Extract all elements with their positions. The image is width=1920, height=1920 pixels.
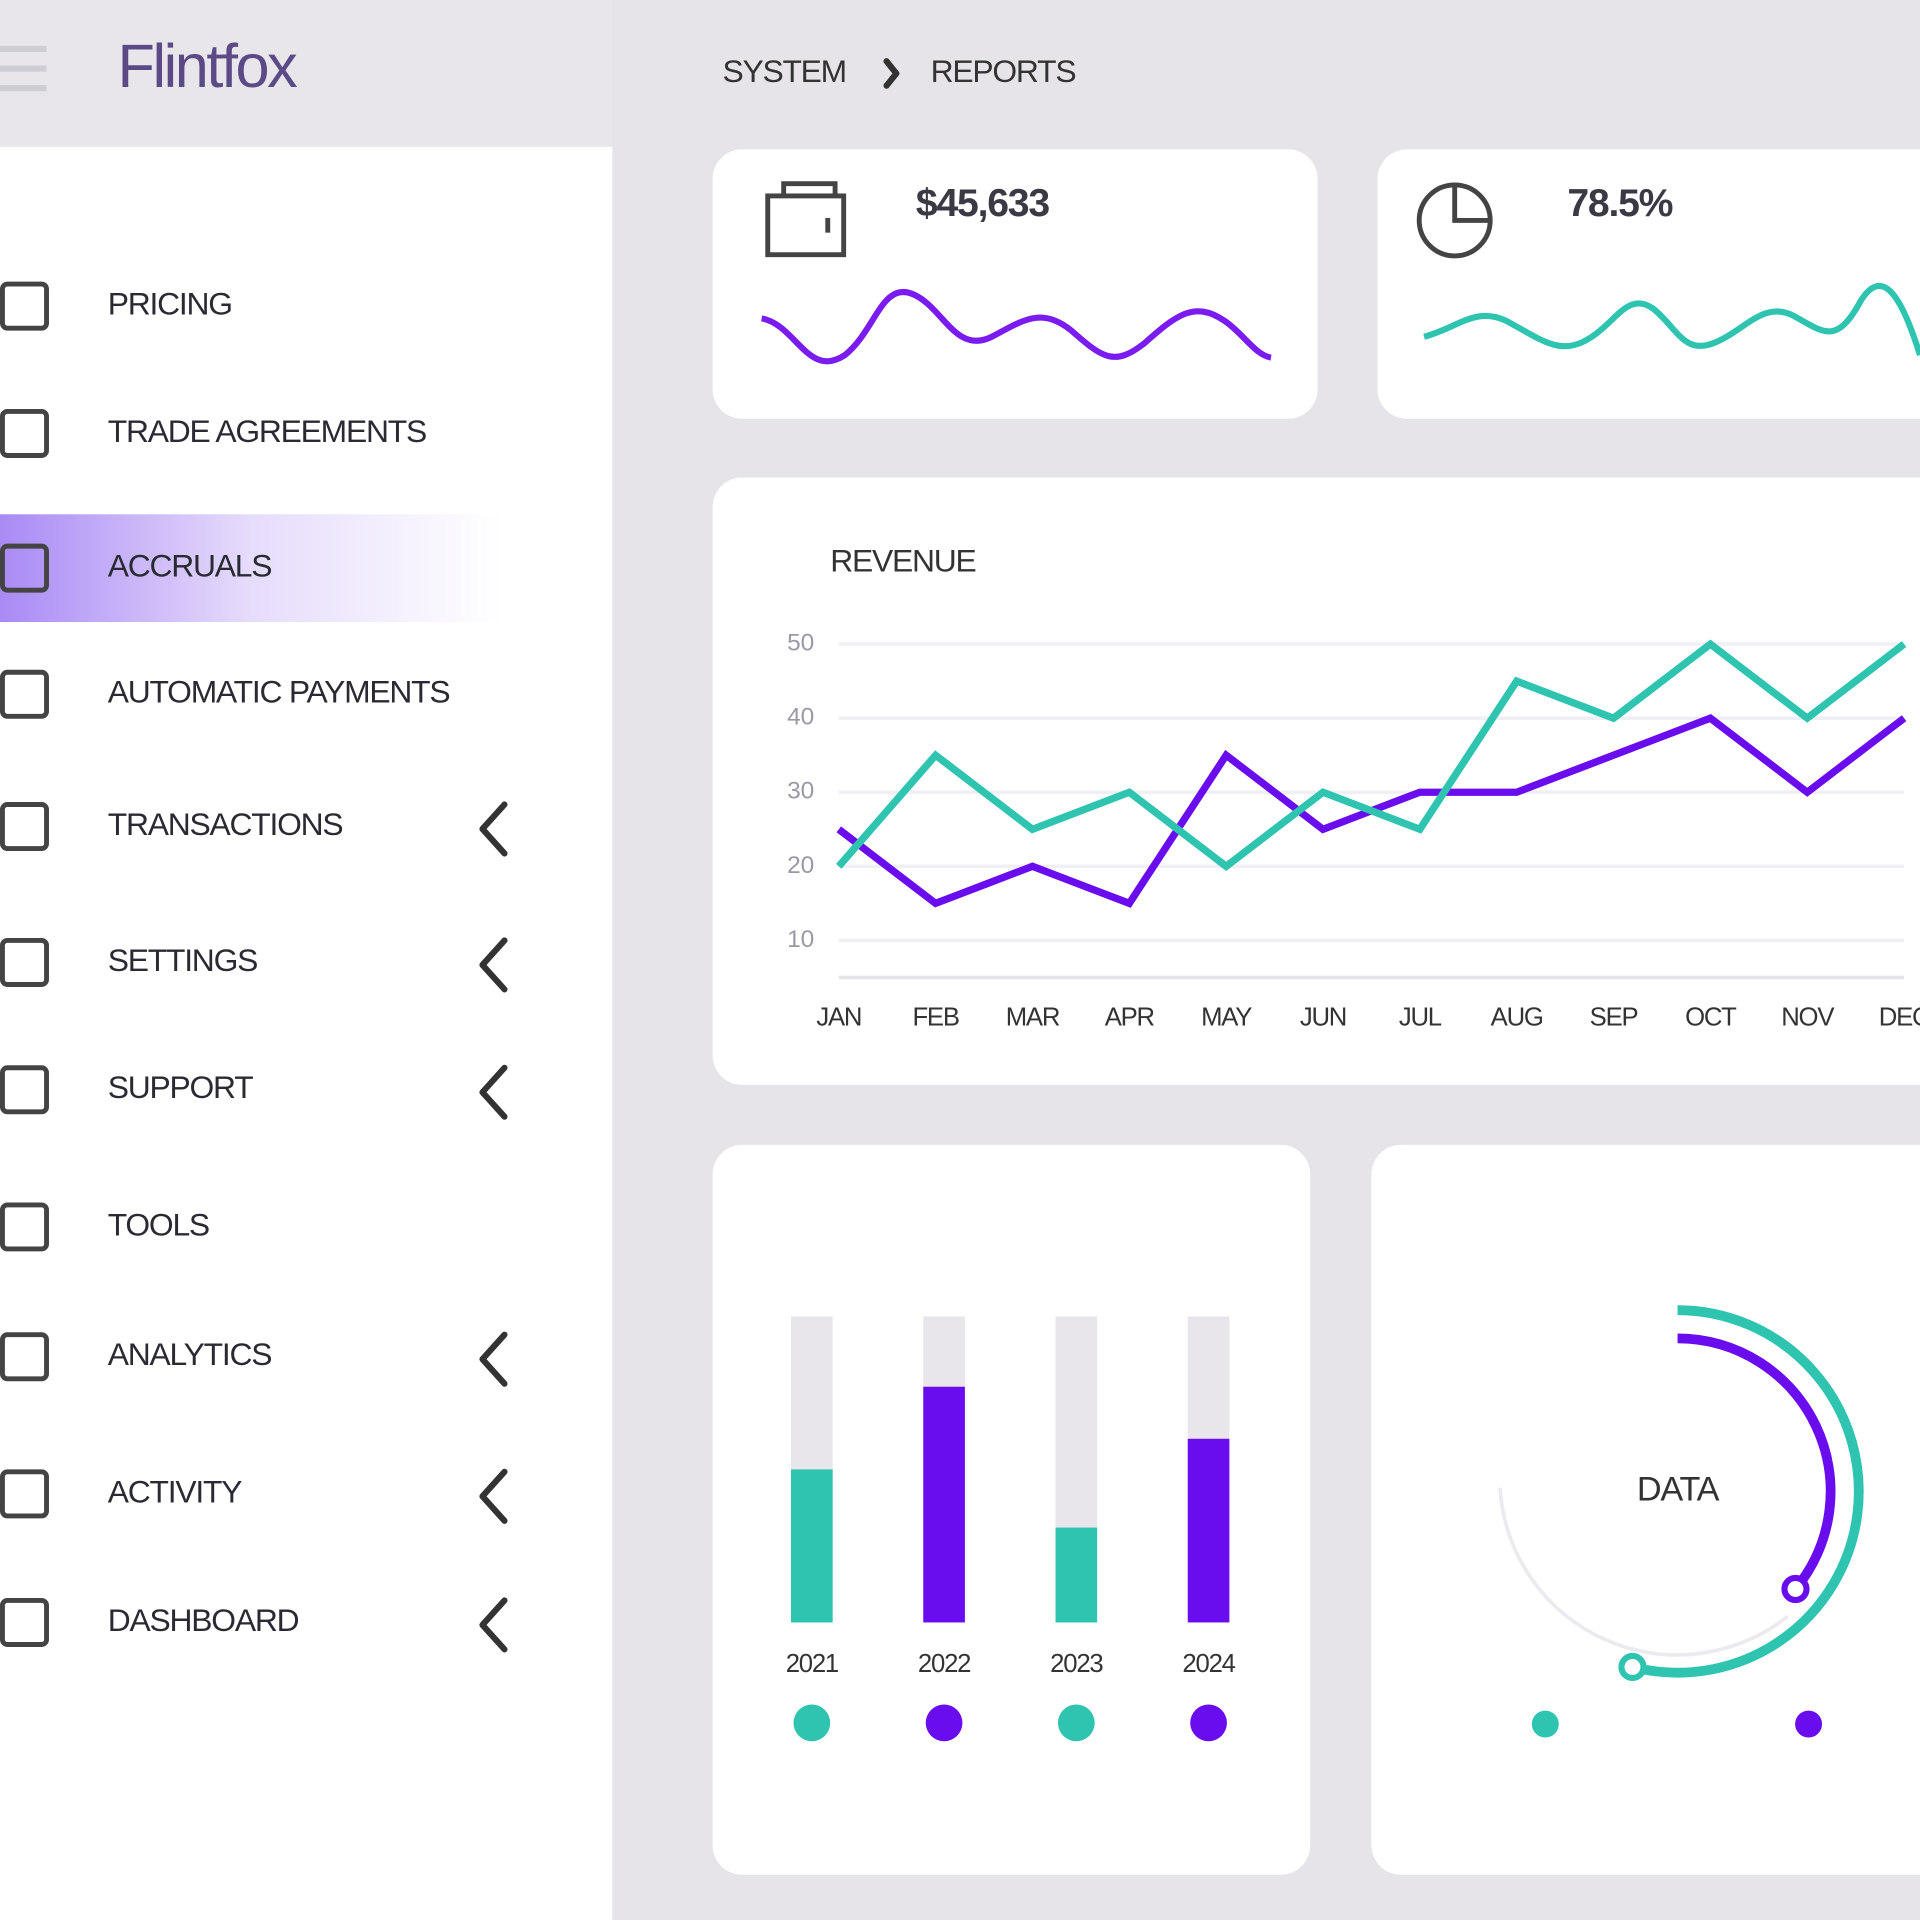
x-tick-label: 2022 (918, 1650, 970, 1678)
nav-label: DASHBOARD (108, 1602, 299, 1638)
stat-card (712, 149, 1318, 419)
nav-item[interactable]: TRADE AGREEMENTS (0, 408, 427, 458)
bar (791, 1469, 833, 1623)
nav-label: TOOLS (108, 1206, 209, 1242)
chart-card (1371, 1144, 1920, 1875)
bar (1187, 1438, 1230, 1623)
nav-item[interactable]: ACTIVITY (0, 1468, 508, 1524)
expand-chevron (479, 801, 508, 857)
nav-icon (0, 408, 49, 458)
nav-label: ANALYTICS (108, 1336, 272, 1372)
expand-chevron (479, 1597, 508, 1653)
chart-card (712, 477, 1920, 1085)
nav-icon (0, 543, 49, 593)
expand-chevron (479, 1468, 508, 1524)
sparkline (1423, 282, 1920, 357)
legend-dot (1057, 1704, 1095, 1742)
y-tick-label: 20 (787, 852, 814, 879)
x-tick-label: JAN (816, 1004, 861, 1032)
nav-label: SUPPORT (108, 1069, 253, 1105)
nav-item[interactable]: ACCRUALS (0, 543, 273, 593)
nav-icon (0, 937, 49, 987)
nav-icon (0, 1202, 49, 1252)
radial-arc (1677, 1333, 1836, 1593)
x-tick-label: SEP (1590, 1004, 1638, 1032)
nav-item[interactable]: PRICING (0, 281, 233, 331)
nav-icon (0, 669, 49, 719)
x-tick-label: 2021 (786, 1650, 839, 1678)
x-tick-label: FEB (912, 1004, 958, 1032)
radial-track (1498, 1487, 1789, 1657)
nav-item[interactable]: TOOLS (0, 1202, 210, 1252)
breadcrumb-item[interactable]: REPORTS (931, 53, 1077, 89)
nav-label: SETTINGS (108, 942, 257, 978)
wallet-icon (765, 181, 847, 258)
x-tick-label: DEC (1879, 1004, 1920, 1032)
x-tick-label: 2024 (1182, 1650, 1235, 1678)
x-tick-label: JUL (1399, 1004, 1442, 1032)
stat-value: 78.5% (1567, 182, 1672, 225)
nav-label: TRANSACTIONS (108, 806, 343, 842)
nav-label: PRICING (108, 286, 232, 322)
nav-icon (0, 802, 49, 852)
nav-item[interactable]: AUTOMATIC PAYMENTS (0, 669, 451, 719)
arc-end (1618, 1652, 1647, 1682)
y-tick-label: 30 (787, 778, 814, 805)
active-highlight (0, 514, 503, 623)
legend-dot (1795, 1710, 1823, 1738)
y-tick-label: 50 (787, 630, 814, 657)
nav-label: ACCRUALS (108, 548, 272, 584)
stat-card (1377, 149, 1920, 419)
logo: Flintfox (118, 32, 298, 100)
x-tick-label: 2023 (1050, 1650, 1103, 1678)
stat-value: $45,633 (916, 182, 1049, 225)
x-tick-label: OCT (1685, 1004, 1737, 1032)
nav-item[interactable]: DASHBOARD (0, 1597, 508, 1653)
chart-card (712, 1144, 1311, 1875)
x-tick-label: MAY (1201, 1004, 1252, 1032)
menu-button[interactable] (0, 45, 47, 92)
breadcrumb-item[interactable]: SYSTEM (722, 53, 847, 89)
expand-chevron (479, 1331, 508, 1387)
bar (1055, 1527, 1098, 1623)
nav-icon (0, 1597, 49, 1647)
breadcrumb-separator (883, 58, 900, 89)
nav-icon (0, 281, 49, 331)
line-series (836, 639, 1907, 871)
nav-label: ACTIVITY (108, 1473, 242, 1509)
x-tick-label: JUN (1300, 1004, 1346, 1032)
nav-icon (0, 1469, 49, 1519)
nav-icon (0, 1332, 49, 1382)
nav-item[interactable]: ANALYTICS (0, 1331, 508, 1387)
x-tick-label: MAR (1006, 1004, 1060, 1032)
y-tick-label: 10 (787, 926, 814, 953)
nav-label: AUTOMATIC PAYMENTS (108, 674, 450, 710)
x-tick-label: AUG (1491, 1004, 1543, 1032)
bar (923, 1386, 965, 1623)
nav-item[interactable]: SETTINGS (0, 937, 508, 993)
chart-title: REVENUE (830, 543, 975, 579)
nav-item[interactable]: SUPPORT (0, 1064, 508, 1120)
sparkline (760, 288, 1272, 365)
y-tick-label: 40 (787, 704, 814, 731)
legend-dot (793, 1704, 831, 1742)
legend-dot (1531, 1710, 1559, 1738)
x-tick-label: APR (1105, 1004, 1155, 1032)
legend-dot (1190, 1704, 1227, 1742)
sidebar (0, 146, 613, 1920)
pie-icon (1416, 182, 1493, 259)
radial-arc (1631, 1305, 1864, 1678)
arc-end (1781, 1574, 1810, 1604)
nav-item[interactable]: TRANSACTIONS (0, 801, 508, 857)
nav-icon (0, 1065, 49, 1115)
sidebar-header (0, 0, 613, 147)
legend-dot (925, 1704, 963, 1742)
radial-center-label: DATA (1637, 1470, 1720, 1508)
x-tick-label: NOV (1781, 1004, 1835, 1032)
expand-chevron (479, 937, 508, 993)
nav-label: TRADE AGREEMENTS (108, 413, 426, 449)
expand-chevron (479, 1064, 508, 1120)
